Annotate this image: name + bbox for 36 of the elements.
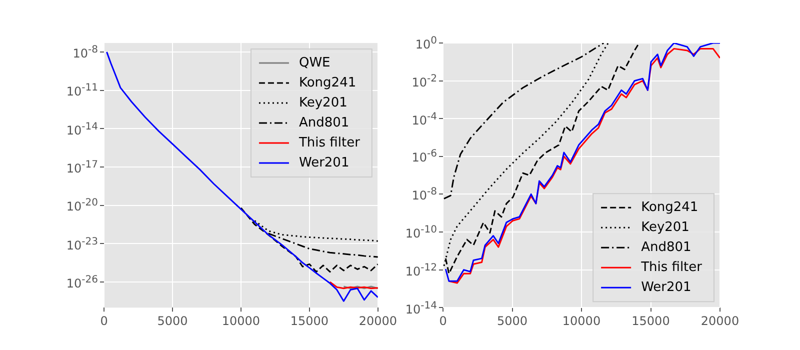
legend-label: Wer201	[298, 155, 350, 170]
x-tick-label: 5000	[157, 314, 188, 328]
legend-label: This filter	[298, 135, 361, 150]
legend-label: Kong241	[298, 75, 356, 90]
y-tick-label: 10$^{-14}$	[405, 299, 437, 316]
x-tick-label: 5000	[496, 314, 528, 328]
legend-label: QWE	[298, 55, 330, 70]
legend-label: Kong241	[641, 200, 698, 215]
y-tick-label: 10$^{-8}$	[72, 43, 98, 60]
x-tick-label: 10000	[222, 314, 260, 328]
y-tick-label: 10$^{-23}$	[66, 235, 98, 252]
y-tick-label: 10$^{-2}$	[412, 72, 437, 90]
legend-label: Key201	[641, 220, 690, 235]
y-tick-label: 10$^{-11}$	[66, 82, 98, 99]
x-tick-label: 0	[439, 314, 447, 328]
x-tick-label: 20000	[358, 314, 398, 328]
legend-label: Key201	[298, 95, 348, 110]
legend-label: Wer201	[641, 280, 692, 295]
y-tick-label: 10$^{-8}$	[412, 186, 437, 203]
y-tick-label: 10$^{-6}$	[412, 148, 437, 165]
legend-label: This filter	[640, 260, 703, 275]
x-tick-label: 15000	[632, 314, 670, 328]
y-tick-label: 10$^{-12}$	[405, 261, 437, 278]
y-tick-label: 10$^{-26}$	[66, 274, 98, 291]
x-tick-label: 10000	[562, 314, 601, 328]
y-tick-label: 10$^{-10}$	[405, 224, 437, 240]
legend-label: And801	[298, 115, 350, 130]
y-tick-label: 10$^{-20}$	[66, 196, 98, 214]
x-tick-label: 0	[100, 314, 108, 328]
x-tick-label: 15000	[290, 314, 329, 328]
y-tick-label: 10$^{-14}$	[66, 120, 98, 138]
y-tick-label: 10$^{-17}$	[66, 158, 98, 176]
y-tick-label: 10$^{-4}$	[412, 110, 437, 128]
x-tick-label: 20000	[700, 314, 740, 328]
legend-label: And801	[641, 240, 692, 255]
y-tick-label: 10$^{0}$	[415, 34, 437, 52]
